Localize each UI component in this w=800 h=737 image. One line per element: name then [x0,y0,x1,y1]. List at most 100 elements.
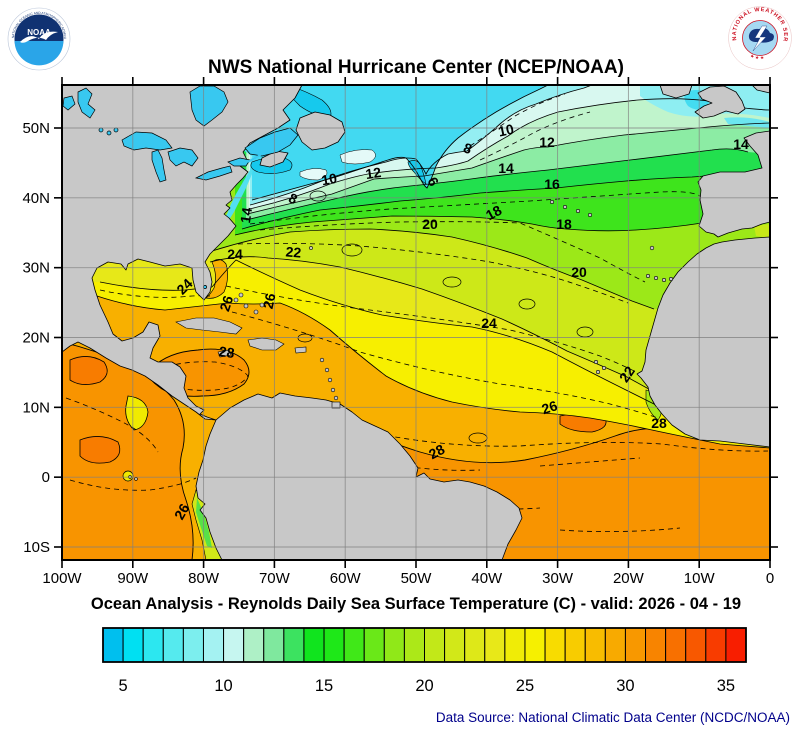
islands [128,200,673,481]
y-axis-label: 20N [22,329,50,346]
colorbar-tick-label: 25 [516,677,534,695]
bahamas [233,292,265,315]
temperature-colorbar: 5 10 15 20 25 30 35 [102,627,747,695]
isotherm-label: 14 [237,206,255,224]
isotherm-label: 24 [227,246,243,262]
x-axis-label: 60W [330,570,362,587]
azores [549,200,592,218]
x-axis-label: 30W [542,570,574,587]
africa [636,236,770,448]
england [694,85,746,119]
colorbar-cell [725,627,747,663]
lesser-antilles [319,357,339,401]
land-masses [62,85,770,560]
cape-verde [593,359,606,374]
canary-islands [645,273,673,282]
colorbar-cell [665,627,687,663]
colorbar-cell [524,627,546,663]
lake-winnipeg [77,87,96,119]
y-axis-label: 0 [42,469,50,486]
colorbar-cell [444,627,466,663]
isotherm-label: 28 [651,415,667,431]
colorbar-cell [202,627,225,663]
y-axis-label: 30N [22,260,50,277]
colorbar-cell [564,627,586,663]
x-axis-label: 70W [259,570,291,587]
colorbar-cell [283,627,305,663]
x-axis-label: 50W [401,570,433,587]
lake-superior [121,131,173,151]
isotherm-label: 26 [216,293,236,313]
noaa-abbr: NOAA [27,28,51,37]
colorbar-cell [464,627,486,663]
isotherm-label: 14 [733,136,749,152]
small-lake [62,95,76,111]
colorbar-tick-label: 5 [119,677,128,695]
colorbar-cell [624,627,647,663]
isotherm-label: 24 [481,315,497,331]
lakes [62,85,299,289]
colorbar-cell [544,627,566,663]
isotherm-label: 20 [422,216,438,232]
isotherm-label: 22 [285,243,302,260]
newfoundland [295,111,346,151]
isotherm-label: 10 [497,121,516,140]
latlon-grid [62,85,770,560]
madeira [649,245,655,251]
colorbar-cell [685,627,707,663]
isotherm-label: 28 [218,343,236,361]
colorbar-tick-label: 15 [315,677,333,695]
svg-text:★ ★ ★: ★ ★ ★ [749,53,765,60]
colorbar-cell [363,627,385,663]
colorbar-cell [162,627,184,663]
isotherm-label: 14 [498,160,514,176]
isotherm-label: 28 [426,441,447,463]
lake-ontario [227,157,251,167]
colorbar-cell [343,627,365,663]
colorbar-cell [122,627,144,663]
puerto-rico [294,346,307,354]
isotherm-contour-lines [96,85,770,449]
colorbar-cell [705,627,727,663]
isotherm-label: 26 [171,501,193,523]
map-subtitle: Ocean Analysis - Reynolds Daily Sea Surf… [91,595,741,613]
colorbar-cell [424,627,446,663]
page-title: NWS National Hurricane Center (NCEP/NOAA… [208,57,624,78]
x-axis-label: 90W [117,570,149,587]
map-canvas [62,85,770,560]
y-axis-label: 50N [22,120,50,137]
isotherm-label: 12 [539,134,555,150]
nws-cloud-icon [748,28,774,43]
colorbar-tick-label: 30 [616,677,634,695]
isotherm-label: 16 [544,176,560,192]
colorbar-border [102,627,747,663]
x-axis-label: 20W [613,570,645,587]
x-axis-label: 10W [684,570,716,587]
trinidad [331,401,341,409]
axes: 100W 90W 80W 70W 60W 50W 40W 30W 20W 10W 0 50N 40N 30… [22,77,778,587]
land-corner [751,85,770,94]
y-axis-label: 10S [23,539,50,556]
y-axis-label: 40N [22,190,50,207]
colorbar-cell [403,627,425,663]
colorbar-cell [243,627,265,663]
hispaniola [247,337,285,351]
noaa-logo: NATIONAL OCEANIC AND ATMOSPHERIC ADMINIS… [7,5,71,71]
x-axis-label: 80W [188,570,220,587]
isotherm-label: 18 [483,202,504,224]
lake-michigan [151,149,167,183]
jamaica [217,349,232,358]
isotherm-label: 18 [556,216,572,232]
nws-lightning-icon [752,25,768,52]
colorbar-cell [142,627,164,663]
isotherm-label: 10 [320,170,338,188]
colorbar-cell [303,627,325,663]
colorbar-tick-label: 35 [717,677,735,695]
nws-stars: ★ ★ ★ [749,53,765,60]
lake-erie [194,165,233,181]
data-source-credit: Data Source: National Climatic Data Cent… [436,710,790,725]
colorbar-tick-label: 20 [415,677,433,695]
iberia-france [697,130,770,238]
isotherm-label: 12 [364,164,382,182]
